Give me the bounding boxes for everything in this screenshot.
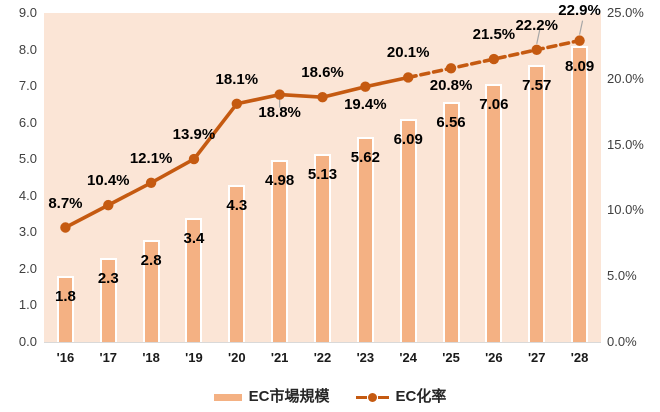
bar-data-label: 7.57 — [522, 77, 552, 95]
bar-data-label: 4.98 — [265, 171, 295, 189]
legend-line-dash — [355, 395, 367, 399]
line-data-label: 12.1% — [129, 149, 173, 167]
chart-legend: EC市場規模 EC化率 — [0, 386, 660, 408]
bar-data-label: 4.3 — [226, 196, 248, 214]
right-axis-tick: 0.0% — [607, 334, 637, 349]
category-tick-22: '22 — [313, 350, 332, 365]
category-tick-27: '27 — [527, 350, 546, 365]
left-axis-tick: 5.0 — [18, 151, 37, 167]
category-tick-25: '25 — [442, 350, 460, 365]
line-data-label: 22.9% — [558, 1, 601, 19]
left-axis-tick: 2.0 — [18, 260, 37, 276]
left-axis-tick: 4.0 — [18, 187, 37, 203]
left-axis-tick: 8.0 — [18, 41, 37, 57]
line-data-label: 10.4% — [86, 172, 130, 190]
category-tick-20: '20 — [228, 350, 246, 365]
bar-24 — [399, 119, 417, 342]
right-axis-tick: 5.0% — [607, 268, 637, 284]
right-axis-tick: 15.0% — [607, 136, 644, 152]
category-tick-28: '28 — [570, 350, 589, 365]
right-axis-tick: 20.0% — [607, 70, 644, 86]
bar-data-label: 5.62 — [350, 148, 380, 166]
bar-18 — [142, 239, 160, 342]
category-tick-24: '24 — [399, 350, 417, 365]
category-tick-19: '19 — [185, 350, 203, 365]
bar-data-label: 6.09 — [393, 131, 423, 149]
legend-line-dash — [377, 395, 389, 399]
left-axis-tick: 1.0 — [18, 297, 37, 313]
bar-data-label: 2.3 — [97, 269, 119, 287]
legend-label-ec-rate: EC化率 — [395, 388, 447, 405]
left-axis-tick: 7.0 — [18, 78, 37, 94]
legend-item-ec-rate[interactable]: EC化率 — [355, 388, 447, 406]
left-axis-tick: 6.0 — [18, 114, 37, 130]
bar-data-label: 7.06 — [479, 95, 509, 113]
line-data-label: 20.8% — [429, 77, 473, 95]
line-data-label: 13.9% — [172, 126, 216, 144]
category-tick-26: '26 — [485, 350, 503, 365]
category-tick-23: '23 — [356, 350, 375, 365]
line-data-label: 18.6% — [301, 64, 344, 82]
bar-data-label: 3.4 — [183, 229, 205, 247]
legend-label-market-size: EC市場規模 — [248, 388, 330, 405]
legend-line-dot — [367, 392, 377, 402]
category-tick-18: '18 — [142, 350, 160, 365]
bar-data-label: 5.13 — [307, 166, 338, 184]
left-axis-tick: 3.0 — [18, 224, 37, 240]
bar-series-swatch — [213, 393, 242, 401]
line-data-label: 20.1% — [386, 44, 430, 62]
legend-item-market-size[interactable]: EC市場規模 — [213, 388, 330, 406]
line-data-label: 21.5% — [472, 26, 516, 44]
line-data-label: 19.4% — [344, 95, 387, 113]
bar-27 — [528, 65, 546, 342]
bar-data-label: 8.09 — [564, 58, 595, 76]
line-data-label: 22.2% — [515, 16, 558, 34]
left-axis-tick: 0.0 — [18, 334, 37, 349]
bar-16 — [56, 276, 74, 342]
right-axis-tick: 25.0% — [607, 5, 644, 20]
line-data-label: 18.1% — [215, 70, 259, 88]
line-data-label: 18.8% — [258, 103, 301, 121]
line-data-label: 8.7% — [48, 194, 83, 212]
bar-17 — [99, 257, 117, 342]
bar-28 — [571, 46, 589, 342]
bar-23 — [356, 136, 374, 342]
bar-data-label: 1.8 — [54, 288, 76, 306]
category-tick-16: '16 — [56, 350, 75, 365]
left-axis-tick: 9.0 — [18, 5, 37, 20]
right-axis-tick: 10.0% — [607, 202, 644, 218]
line-series-swatch — [355, 392, 389, 402]
bar-26 — [485, 83, 503, 342]
category-tick-21: '21 — [270, 350, 289, 365]
bar-data-label: 6.56 — [436, 114, 466, 132]
bar-25 — [442, 102, 460, 342]
category-tick-17: '17 — [99, 350, 118, 365]
bar-data-label: 2.8 — [140, 251, 162, 269]
